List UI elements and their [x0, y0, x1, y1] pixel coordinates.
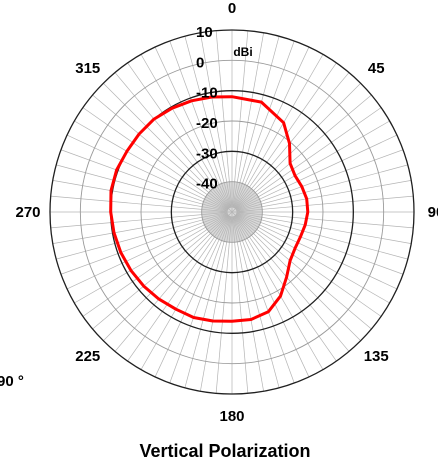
grid-spoke [127, 215, 230, 362]
radial-tick-labels: 10 0 -10 -20 -30 -40 [196, 24, 218, 193]
grid-spoke [234, 215, 350, 352]
angle-label: 225 [75, 348, 100, 365]
grid-spoke [184, 216, 232, 388]
grid-spoke [235, 213, 390, 304]
angle-label: 315 [75, 60, 100, 77]
grid-spoke [233, 54, 324, 209]
grid-spoke [233, 215, 310, 378]
grid-spoke [235, 107, 382, 210]
grid-spoke [236, 180, 412, 212]
grid-spoke [234, 215, 337, 362]
grid-spoke [233, 46, 310, 209]
grid-spoke [169, 216, 231, 384]
grid-spoke [236, 164, 408, 212]
grid-spoke [200, 216, 232, 392]
angle-label: 0 [228, 0, 236, 17]
grid-spoke [56, 212, 228, 260]
grid-spoke [234, 72, 350, 209]
grid-spoke [74, 213, 229, 304]
grid-spoke [140, 54, 231, 209]
polar-grid [49, 29, 415, 395]
grid-spoke [60, 149, 228, 211]
radial-tick-label: -10 [196, 85, 218, 102]
grid-spoke [66, 213, 229, 290]
grid-spoke [66, 134, 229, 211]
grid-spoke [232, 32, 264, 208]
grid-spoke [140, 215, 231, 370]
grid-ring [201, 181, 263, 243]
grid-spoke [235, 214, 372, 330]
grid-ring [49, 29, 415, 395]
grid-spoke [50, 195, 228, 212]
grid-spoke [236, 212, 412, 244]
angle-label: 180 [219, 408, 244, 425]
grid-spoke [236, 212, 414, 229]
grid-spoke [232, 30, 249, 208]
grid-spoke [215, 216, 232, 394]
grid-spoke [154, 46, 231, 209]
grid-spoke [233, 216, 295, 384]
series-layer [109, 95, 310, 323]
grid-spoke [235, 134, 398, 211]
radial-tick-label: -20 [196, 115, 218, 132]
grid-spoke [233, 40, 295, 208]
grid-spoke [236, 213, 404, 275]
grid-spoke [235, 214, 382, 317]
grid-spoke [52, 180, 228, 212]
grid-spoke [60, 213, 228, 275]
grid-spoke [200, 32, 232, 208]
grid-spoke [235, 213, 398, 290]
grid-spoke [114, 72, 230, 209]
grid-spoke [235, 94, 372, 210]
grid-spoke [52, 212, 228, 244]
grid-ring [170, 150, 294, 274]
grid-spoke [82, 214, 229, 317]
grid-spoke [235, 120, 390, 211]
grid-spoke [236, 212, 408, 260]
grid-spoke [232, 36, 280, 208]
angle-label: 90 [428, 204, 438, 221]
angle-label: 270 [15, 204, 40, 221]
radial-tick-label: 0 [196, 54, 204, 71]
unit-label: dBi [233, 45, 252, 59]
grid-spoke [50, 212, 228, 229]
grid-spoke [215, 30, 232, 208]
grid-spoke [232, 216, 264, 392]
radial-tick-label: -40 [196, 176, 218, 193]
grid-spoke [233, 215, 324, 370]
chart-title: Vertical Polarization [139, 441, 310, 461]
angle-labels: 0 45 90 135 180 225 270 315 [15, 0, 438, 425]
grid-spoke [232, 216, 280, 388]
grid-spoke [127, 62, 230, 209]
grid-spoke [236, 149, 404, 211]
grid-ring [140, 120, 324, 304]
side-label: -90 ° [0, 373, 24, 390]
grid-spoke [92, 214, 229, 330]
grid-spoke [154, 215, 231, 378]
radial-tick-label: -30 [196, 145, 218, 162]
grid-spoke [92, 94, 229, 210]
grid-spoke [232, 216, 249, 394]
grid-spoke [56, 164, 228, 212]
radial-tick-label: 10 [196, 24, 213, 41]
grid-spoke [234, 62, 337, 209]
angle-label: 45 [368, 60, 385, 77]
grid-spoke [236, 195, 414, 212]
grid-ring [79, 59, 385, 365]
series-line [109, 95, 310, 323]
angle-label: 135 [364, 348, 389, 365]
grid-spoke [169, 40, 231, 208]
grid-spoke [74, 120, 229, 211]
grid-spoke [184, 36, 232, 208]
grid-spoke [114, 215, 230, 352]
grid-spoke [82, 107, 229, 210]
